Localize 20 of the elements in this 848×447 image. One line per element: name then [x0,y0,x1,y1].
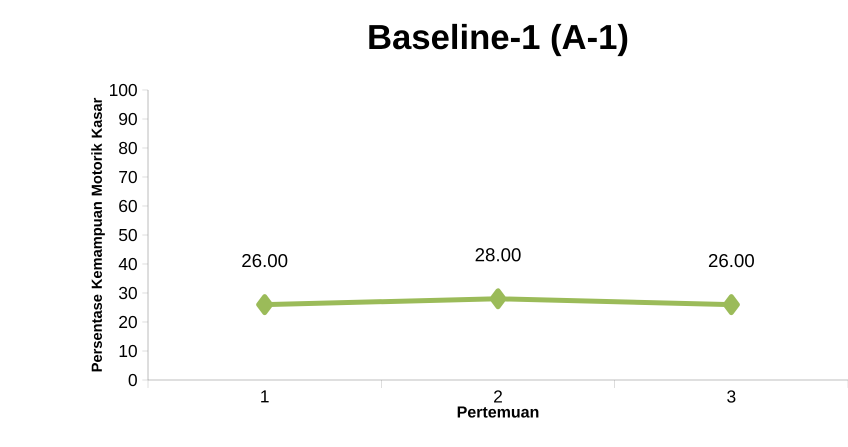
y-tick-label: 80 [119,142,137,154]
y-tick-label: 30 [118,286,137,300]
y-tick-label: 20 [119,316,137,328]
y-tick-label: 60 [119,200,137,212]
y-axis-title: Persentase Kemampuan Motorik Kasar [91,98,105,372]
y-tick-label: 10 [120,344,137,358]
x-tick-label: 1 [261,390,269,402]
y-tick-label: 100 [110,84,137,96]
x-tick-label: 3 [727,390,736,403]
data-label: 26.00 [708,254,754,268]
y-tick-label: 50 [119,228,137,242]
x-axis-title: Pertemuan [458,406,538,418]
data-label: 26.00 [242,254,288,268]
data-label: 28.00 [476,248,521,262]
chart-title: Baseline-1 (A-1) [369,24,628,56]
y-tick-label: 90 [119,112,137,126]
y-tick-label: 40 [118,258,137,270]
y-tick-label: 70 [119,170,137,184]
x-tick-label: 2 [494,390,502,403]
y-tick-label: 0 [128,374,137,386]
